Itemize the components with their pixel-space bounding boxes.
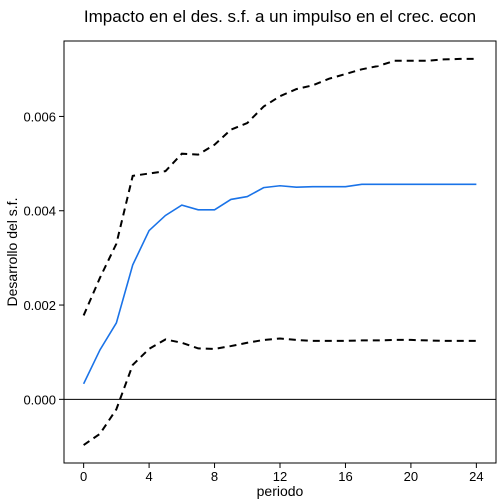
x-tick-label: 20: [404, 469, 418, 484]
x-tick-label: 24: [469, 469, 483, 484]
x-tick-label: 16: [338, 469, 352, 484]
upper-bound-line: [82, 57, 477, 316]
x-axis-label: periodo: [257, 483, 304, 499]
y-axis-label: Desarrollo del s.f.: [4, 198, 20, 307]
x-axis: 0 4 8 12 16 20 24: [80, 463, 484, 484]
lower-bound-line: [83, 337, 477, 446]
y-tick-label: 0.000: [23, 392, 56, 407]
y-tick-label: 0.006: [23, 109, 56, 124]
x-tick-label: 8: [211, 469, 218, 484]
y-axis: 0.000 0.002 0.004 0.006: [23, 109, 64, 407]
chart-title: Impacto en el des. s.f. a un impulso en …: [84, 7, 476, 26]
y-tick-label: 0.002: [23, 298, 56, 313]
x-tick-label: 4: [145, 469, 152, 484]
series-layer: [82, 57, 477, 446]
x-tick-label: 0: [80, 469, 87, 484]
response-line: [82, 183, 477, 385]
y-tick-label: 0.004: [23, 204, 56, 219]
x-tick-label: 12: [273, 469, 287, 484]
